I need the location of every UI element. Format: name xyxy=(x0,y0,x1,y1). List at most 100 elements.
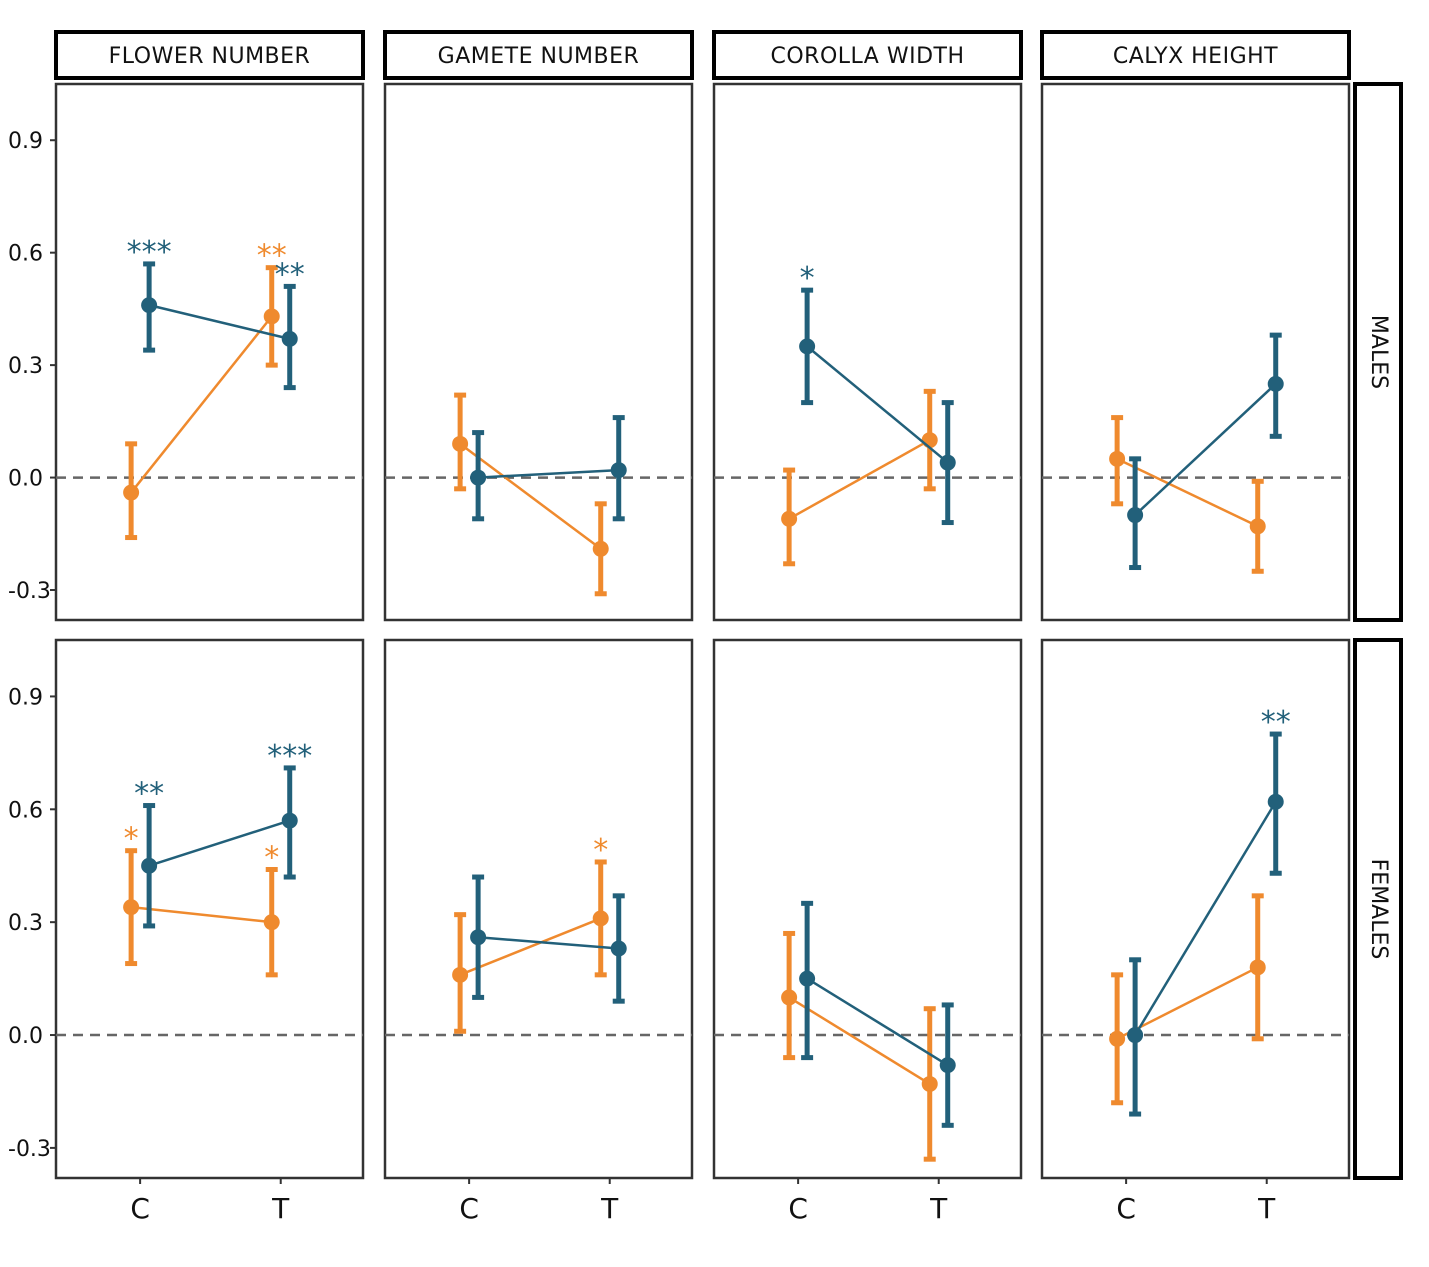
series-line xyxy=(148,303,291,341)
y-tick-label: 0.9 xyxy=(8,129,43,154)
series-orange: ** xyxy=(123,239,287,541)
series-line xyxy=(1134,382,1277,516)
data-point xyxy=(592,910,609,927)
significance-label: ** xyxy=(275,257,305,292)
panel-frame xyxy=(54,638,365,1180)
data-point xyxy=(610,940,627,957)
series-orange xyxy=(452,392,609,597)
x-tick-label: C xyxy=(459,1192,479,1225)
panel-females-corolla-width xyxy=(712,638,1023,1180)
data-point xyxy=(470,929,487,946)
series-blue xyxy=(470,874,627,1004)
x-tick-label: T xyxy=(271,1192,290,1225)
data-point xyxy=(921,432,938,449)
series-line xyxy=(459,917,602,976)
significance-label: ** xyxy=(134,777,164,812)
series-line xyxy=(478,935,619,950)
series-orange xyxy=(1109,415,1266,574)
data-point xyxy=(452,966,469,983)
y-tick-label: -0.3 xyxy=(8,579,51,604)
series-blue: ** xyxy=(1127,705,1291,1117)
data-point xyxy=(1249,959,1266,976)
data-point xyxy=(1267,375,1284,392)
strip-box xyxy=(1353,82,1403,622)
data-point xyxy=(1249,518,1266,535)
significance-label: * xyxy=(800,261,815,296)
panel-males-calyx-height xyxy=(1040,82,1351,622)
series-line xyxy=(478,468,619,479)
significance-label: * xyxy=(124,822,139,857)
series-line xyxy=(1134,801,1277,1036)
data-point xyxy=(592,540,609,557)
series-orange xyxy=(781,930,938,1162)
panel-females-flower-number: ******* xyxy=(54,638,365,1180)
facet-strip-row: MALES xyxy=(1353,82,1403,622)
series-line xyxy=(788,996,931,1086)
data-point xyxy=(1109,1030,1126,1047)
strip-label: CALYX HEIGHT xyxy=(1113,44,1278,69)
strip-box xyxy=(1040,30,1351,80)
panel-males-flower-number: ******* xyxy=(54,82,365,622)
panel-frame xyxy=(712,82,1023,622)
strip-box xyxy=(712,30,1023,80)
significance-label: *** xyxy=(127,235,172,270)
data-point xyxy=(263,914,280,931)
data-point xyxy=(799,338,816,355)
data-point xyxy=(281,812,298,829)
data-point xyxy=(799,970,816,987)
significance-label: * xyxy=(264,840,279,875)
series-line xyxy=(806,345,949,464)
series-blue: ***** xyxy=(134,739,312,929)
panel-frame xyxy=(712,638,1023,1180)
panel-frame xyxy=(1040,638,1351,1180)
x-tick-label: C xyxy=(130,1192,150,1225)
y-tick-label: -0.3 xyxy=(8,1137,51,1162)
series-blue: * xyxy=(799,261,956,526)
strip-box xyxy=(1353,638,1403,1180)
x-tick-label: T xyxy=(600,1192,619,1225)
data-point xyxy=(781,989,798,1006)
series-blue xyxy=(470,415,627,522)
series-line xyxy=(130,905,272,924)
y-tick-label: 0.0 xyxy=(8,467,43,492)
series-line xyxy=(806,977,949,1067)
x-tick-label: C xyxy=(788,1192,808,1225)
panel-females-calyx-height: ** xyxy=(1040,638,1351,1180)
x-tick-label: T xyxy=(1257,1192,1276,1225)
panel-females-gamete-number: * xyxy=(383,638,694,1180)
data-point xyxy=(263,308,280,325)
data-point xyxy=(141,857,158,874)
data-point xyxy=(610,462,627,479)
strip-box xyxy=(383,30,694,80)
data-point xyxy=(781,510,798,527)
data-point xyxy=(1127,507,1144,524)
x-tick-label: T xyxy=(929,1192,948,1225)
series-line xyxy=(130,315,273,494)
strip-label: COROLLA WIDTH xyxy=(770,44,964,69)
significance-label: ** xyxy=(1261,705,1291,740)
facet-strip-column: GAMETE NUMBER xyxy=(383,30,694,80)
series-line xyxy=(459,442,602,550)
significance-label: *** xyxy=(267,739,312,774)
data-point xyxy=(921,1075,938,1092)
series-blue: ***** xyxy=(127,235,305,391)
strip-box xyxy=(54,30,365,80)
panel-males-gamete-number xyxy=(383,82,694,622)
data-point xyxy=(470,469,487,486)
data-point xyxy=(939,454,956,471)
panel-frame xyxy=(1040,82,1351,622)
panel-frame xyxy=(383,638,694,1180)
series-orange xyxy=(781,388,938,567)
data-point xyxy=(939,1057,956,1074)
facet-strip-row: FEMALES xyxy=(1353,638,1403,1180)
y-tick-label: 0.6 xyxy=(8,242,43,267)
y-tick-label: 0.6 xyxy=(8,798,43,823)
data-point xyxy=(141,297,158,314)
series-blue xyxy=(1127,332,1284,571)
panel-frame xyxy=(383,82,694,622)
facet-strip-column: CALYX HEIGHT xyxy=(1040,30,1351,80)
x-tick-label: C xyxy=(1116,1192,1136,1225)
strip-label: GAMETE NUMBER xyxy=(438,44,640,69)
data-point xyxy=(1109,450,1126,467)
series-line xyxy=(148,819,291,867)
